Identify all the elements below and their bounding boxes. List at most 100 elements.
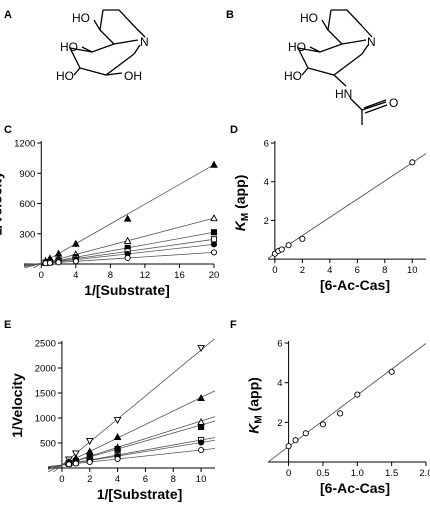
panel-label-d: D xyxy=(230,124,238,136)
x-tick-label: 10 xyxy=(196,474,207,485)
structure-b-oh-bond xyxy=(321,19,329,31)
y-tick-label: 500 xyxy=(40,439,56,450)
chart-d: 2 4 6 0 2 4 6 8 10 [6-Ac-Cas] KM (app) xyxy=(232,139,427,293)
triangle-marker xyxy=(210,160,218,168)
triangle-marker xyxy=(197,393,205,402)
structure-b-oh-bond xyxy=(301,67,309,76)
x-tick-label: 12 xyxy=(140,270,151,281)
structure-a-label-ho: HO xyxy=(60,40,78,54)
x-tick-label: 2.0 xyxy=(419,468,430,479)
structure-b-oh-bond xyxy=(309,46,321,53)
y-tick-label: 1000 xyxy=(35,414,56,425)
structure-b-nh-bond xyxy=(333,74,347,87)
structure-a-ring-bond xyxy=(68,43,135,76)
x-axis-label: 1/[Substrate] xyxy=(97,486,183,502)
panel-label-a: A xyxy=(4,9,12,21)
structure-b-acetyl-bond xyxy=(349,97,387,111)
y-axis-label: KM (app) xyxy=(246,377,265,434)
x-tick-label: 1.5 xyxy=(385,468,398,479)
square-marker xyxy=(198,423,205,431)
x-tick-label: 8 xyxy=(108,270,113,281)
chart-c: 300 600 900 1200 0 4 8 12 16 20 1/[Substrate] 1/Vel… xyxy=(0,139,219,299)
x-tick-label: 0 xyxy=(59,474,64,485)
opencircle-marker xyxy=(114,455,121,463)
x-tick-label: 6 xyxy=(355,265,360,276)
structure-b-label-n: N xyxy=(367,35,376,49)
y-axis-label: KM (app) xyxy=(232,175,251,232)
series-points xyxy=(42,249,218,267)
y-tick-label: 1200 xyxy=(14,139,35,150)
fit-line xyxy=(268,153,427,259)
opencircle-marker xyxy=(72,258,79,265)
structure-a-ring-bond xyxy=(113,39,139,45)
structure-b-carbonyl-bond xyxy=(364,104,388,114)
x-tick-label: 1.0 xyxy=(351,468,364,479)
panel-label-b: B xyxy=(226,9,234,21)
opencircle-marker xyxy=(388,368,395,375)
opencircle-marker xyxy=(124,254,131,262)
structure-a-label-ho: HO xyxy=(56,69,74,83)
triangle-marker xyxy=(123,236,132,244)
y-tick-label: 2500 xyxy=(35,339,56,350)
opencircle-marker xyxy=(337,410,344,417)
x-axis-label: [6-Ac-Cas] xyxy=(320,277,390,293)
opencircle-marker xyxy=(354,391,361,398)
panel-label-f: F xyxy=(230,319,237,331)
x-tick-label: 20 xyxy=(209,270,220,281)
triangle-marker xyxy=(210,214,218,222)
y-tick-label: 6 xyxy=(264,139,269,150)
y-axis-label: 1/Velocity xyxy=(9,373,25,438)
y-tick-label: 6 xyxy=(277,339,282,350)
triangle-marker xyxy=(71,239,80,247)
structure-b-label-ho: HO xyxy=(288,40,306,54)
chart-e: 500 1000 1500 2000 2500 0 2 4 6 8 10 1/[Substrate] 1… xyxy=(9,339,216,502)
down-triangle-marker xyxy=(71,450,80,458)
structure-a xyxy=(68,9,146,76)
structure-a-ring-bond xyxy=(99,9,115,45)
filledcircle-marker xyxy=(210,241,218,248)
structure-a-label-oh: OH xyxy=(124,69,142,83)
filledcircle-marker xyxy=(198,439,205,446)
square-marker xyxy=(210,229,218,236)
structure-a-label-ho: HO xyxy=(72,11,90,25)
y-tick-label: 4 xyxy=(277,378,282,389)
triangle-marker xyxy=(113,432,122,441)
x-axis-label: [6-Ac-Cas] xyxy=(320,480,390,496)
panel-label-e: E xyxy=(4,319,11,331)
structure-a-label-n: N xyxy=(140,35,149,49)
opencircle-marker xyxy=(55,259,62,266)
series-fit-line xyxy=(32,164,215,268)
structure-b-ring-bond xyxy=(341,39,367,45)
y-tick-label: 1500 xyxy=(35,389,56,400)
opencircle-marker xyxy=(86,458,93,466)
series-points xyxy=(65,446,205,468)
series-fit-line xyxy=(52,339,216,472)
opencircle-marker xyxy=(278,246,285,253)
y-tick-label: 600 xyxy=(19,199,35,210)
opencircle-marker xyxy=(198,446,205,454)
x-tick-label: 2 xyxy=(87,474,92,485)
down-triangle-marker xyxy=(197,344,205,353)
structure-b-label-ho: HO xyxy=(284,69,302,83)
x-tick-label: 16 xyxy=(174,270,185,281)
opencircle-marker xyxy=(65,461,72,468)
x-tick-label: 8 xyxy=(171,474,176,485)
opencircle-marker xyxy=(409,159,416,166)
structure-b-carbonyl-bond xyxy=(363,99,387,109)
x-tick-label: 10 xyxy=(407,265,418,276)
structure-b-label-ho: HO xyxy=(300,11,318,25)
structure-b xyxy=(296,9,388,125)
structure-b-ring-bond xyxy=(296,43,363,76)
y-tick-label: 2 xyxy=(264,216,269,227)
x-tick-label: 2 xyxy=(300,265,305,276)
structure-a-ring-bond xyxy=(133,44,141,55)
fit-line xyxy=(268,343,427,463)
structure-b-ring-bond xyxy=(327,9,343,45)
structure-a-oh-bond xyxy=(81,46,93,53)
square-marker xyxy=(210,236,218,243)
structure-b-label-o: O xyxy=(389,96,398,110)
structure-b-ring-bond xyxy=(331,9,363,27)
structure-b-label-hn: HN xyxy=(335,87,352,101)
